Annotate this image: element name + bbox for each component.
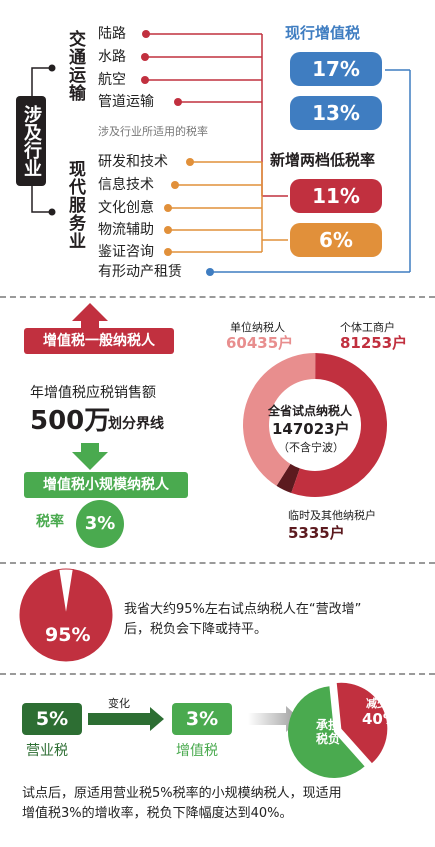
total-value: 147023户 — [272, 420, 350, 438]
threshold-line1: 年增值税应税销售额 — [30, 385, 156, 401]
bear-burden-label: 承担税负 — [316, 718, 341, 746]
modern-item-consulting: 鉴证咨询 — [98, 244, 154, 260]
transport-category-label: 交通运输 — [65, 30, 85, 102]
divider-3 — [0, 673, 435, 675]
new-low-rate-title: 新增两档低税率 — [270, 151, 376, 169]
modern-dot-it — [171, 181, 179, 189]
modern-service-category-label: 现代服务业 — [65, 160, 85, 250]
small-rate-label: 税率 — [36, 514, 64, 530]
donut-slice-1 — [242, 352, 316, 486]
rate-11-badge: 11% — [290, 179, 382, 213]
business-tax-rate-box: 5% — [22, 703, 82, 735]
transport-dot-water — [141, 53, 149, 61]
modern-dot-culture — [164, 204, 172, 212]
small-rate-circle: 3% — [76, 500, 124, 548]
pie95-slice-1 — [58, 568, 74, 616]
scope-label-box: 涉及行业 — [16, 96, 46, 186]
modern-dot-rd — [186, 158, 194, 166]
rate-13-badge: 13% — [290, 96, 382, 130]
modern-item-rd: 研发和技术 — [98, 154, 168, 170]
transport-dot-pipeline — [174, 98, 182, 106]
pie95-slice-0 — [19, 568, 113, 662]
threshold-amount: 500万 — [30, 406, 111, 436]
pie40-slice-1 — [336, 682, 388, 764]
vat-label: 增值税 — [176, 743, 218, 759]
modern-item-culture: 文化创意 — [98, 200, 154, 216]
statement-line1: 我省大约95%左右试点纳税人在“营改增” — [124, 602, 362, 617]
burden-pie-95 — [19, 568, 113, 662]
pie40-slice-0 — [287, 686, 365, 778]
individual-value: 81253户 — [340, 334, 408, 352]
taxpayer-donut-chart — [242, 352, 388, 498]
current-vat-title: 现行增值税 — [285, 24, 361, 42]
summary-line2: 增值税3%的增收率，税负下降幅度达到40%。 — [22, 806, 293, 821]
modern-dot-consulting — [164, 248, 172, 256]
divider-2 — [0, 562, 435, 564]
leasing-item: 有形动产租赁 — [98, 264, 182, 280]
total-label: 全省试点纳税人 — [268, 404, 353, 418]
business-tax-label: 营业税 — [26, 743, 68, 759]
modern-item-it: 信息技术 — [98, 177, 154, 193]
transport-dot-air — [141, 76, 149, 84]
pie95-label: 95% — [45, 624, 91, 646]
transport-item-pipeline: 管道运输 — [98, 94, 154, 110]
total-note: （不含宁波） — [278, 441, 344, 454]
general-taxpayer-box: 增值税一般纳税人 — [24, 328, 174, 354]
unit-taxpayer-label: 单位纳税人 — [230, 321, 285, 334]
donut-slice-2 — [291, 353, 388, 498]
temp-taxpayer-value: 5335户 — [288, 524, 345, 542]
connector-lines — [31, 33, 411, 273]
statement-line2: 后，税负会下降或持平。 — [124, 622, 268, 637]
temp-taxpayer-label: 临时及其他纳税户 — [288, 509, 376, 522]
transport-item-land: 陆路 — [98, 26, 126, 42]
transport-item-water: 水路 — [98, 49, 126, 65]
rate-caption: 涉及行业所适用的税率 — [98, 125, 208, 138]
donut-slice-0 — [276, 463, 300, 493]
reduce-value: 40% — [362, 710, 398, 728]
rate-6-badge: 6% — [290, 223, 382, 257]
vat-rate-box: 3% — [172, 703, 232, 735]
rate-17-badge: 17% — [290, 52, 382, 86]
transport-item-air: 航空 — [98, 72, 126, 88]
taxpayer-arrows — [72, 303, 108, 470]
leasing-dot — [206, 268, 214, 276]
small-taxpayer-box: 增值税小规模纳税人 — [24, 472, 188, 498]
individual-label: 个体工商户 — [340, 321, 395, 334]
reduce-label: 减少 — [366, 697, 388, 710]
summary-line1: 试点后，原适用营业税5%税率的小规模纳税人，现适用 — [22, 786, 342, 801]
transport-dot-land — [142, 30, 150, 38]
change-label: 变化 — [108, 697, 130, 710]
divider-1 — [0, 296, 435, 298]
modern-item-logistics: 物流辅助 — [98, 222, 154, 238]
modern-dot-logistics — [164, 226, 172, 234]
unit-taxpayer-value: 60435户 — [226, 334, 294, 352]
threshold-suffix: 划分界线 — [108, 416, 164, 432]
